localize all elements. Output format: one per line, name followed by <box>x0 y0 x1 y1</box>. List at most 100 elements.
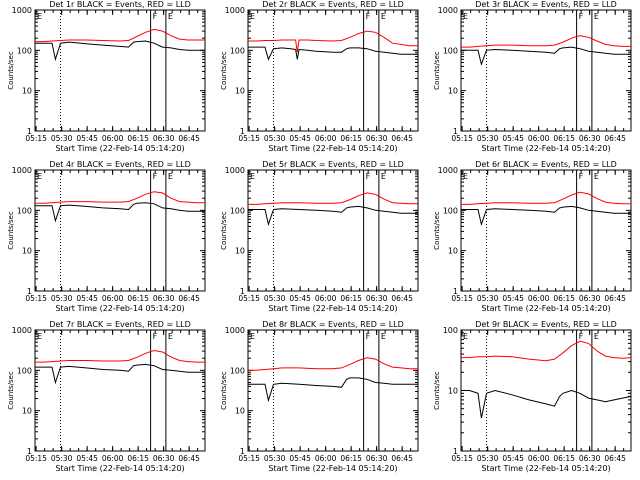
x-axis-label: Start Time (22-Feb-14 05:14:20) <box>55 144 184 153</box>
marker-label: E <box>594 172 599 181</box>
x-axis-label: Start Time (22-Feb-14 05:14:20) <box>268 304 397 313</box>
y-tick-label: 1000 <box>12 166 32 175</box>
panel-title: Det 7r BLACK = Events, RED = LLD <box>49 320 191 329</box>
plot-frame <box>460 169 632 292</box>
x-tick-label: 06:15 <box>340 294 362 303</box>
series-line-lld <box>248 30 418 53</box>
marker-label: F <box>366 332 371 341</box>
panel-title: Det 4r BLACK = Events, RED = LLD <box>49 160 191 169</box>
x-tick-label: 05:15 <box>451 134 473 143</box>
y-tick-label: 10 <box>235 87 245 96</box>
y-tick-label: 1000 <box>225 166 245 175</box>
marker-label: E <box>250 332 255 341</box>
x-tick-label: 05:15 <box>238 294 260 303</box>
series-line-events <box>461 205 631 227</box>
x-tick-label: 06:45 <box>178 294 200 303</box>
y-tick-label: 1000 <box>12 6 32 15</box>
detector-panel-4: Det 4r BLACK = Events, RED = LLD 1 10 100 10… <box>7 160 206 313</box>
series-line-lld <box>248 357 418 371</box>
x-tick-label: 05:30 <box>477 134 499 143</box>
y-tick-label: 10 <box>235 247 245 256</box>
x-tick-label: 05:30 <box>477 294 499 303</box>
marker-label: F <box>366 12 371 21</box>
detector-panel-8: Det 8r BLACK = Events, RED = LLD 1 10 100 10… <box>220 320 419 473</box>
x-tick-label: 06:30 <box>579 134 601 143</box>
y-tick-label: 1 <box>27 127 32 136</box>
x-tick-label: 05:15 <box>238 134 260 143</box>
y-axis-label: Counts/sec <box>433 371 441 410</box>
detector-panel-3: Det 3r BLACK = Events, RED = LLD 1 10 100 10… <box>433 0 632 153</box>
x-tick-label: 05:30 <box>264 454 286 463</box>
x-tick-label: 05:15 <box>25 454 47 463</box>
x-tick-label: 05:45 <box>502 294 524 303</box>
x-tick-label: 06:00 <box>102 294 124 303</box>
panel-title: Det 8r BLACK = Events, RED = LLD <box>262 320 404 329</box>
x-tick-label: 06:45 <box>391 294 413 303</box>
x-tick-label: 05:30 <box>477 454 499 463</box>
x-tick-label: 05:15 <box>25 294 47 303</box>
detector-panel-6: Det 6r BLACK = Events, RED = LLD 1 10 100 10… <box>433 160 632 313</box>
x-tick-label: 05:45 <box>76 454 98 463</box>
series-line-lld <box>35 28 205 43</box>
x-axis-label: Start Time (22-Feb-14 05:14:20) <box>481 304 610 313</box>
marker-label: F <box>366 172 371 181</box>
y-tick-label: 100 <box>230 206 245 215</box>
marker-label: E <box>250 12 255 21</box>
x-tick-label: 06:30 <box>153 134 175 143</box>
y-tick-label: 100 <box>17 46 32 55</box>
x-axis-label: Start Time (22-Feb-14 05:14:20) <box>481 144 610 153</box>
panel-title: Det 3r BLACK = Events, RED = LLD <box>475 0 617 9</box>
marker-label: E <box>168 332 173 341</box>
marker-label: F <box>579 12 584 21</box>
y-tick-label: 100 <box>230 366 245 375</box>
marker-label: E <box>381 12 386 21</box>
x-tick-label: 06:30 <box>153 294 175 303</box>
x-tick-label: 06:15 <box>127 134 149 143</box>
marker-label: E <box>37 172 42 181</box>
plot-frame <box>247 169 419 292</box>
panel-title: Det 5r BLACK = Events, RED = LLD <box>262 160 404 169</box>
y-tick-label: 1 <box>240 447 245 456</box>
x-tick-label: 06:00 <box>528 134 550 143</box>
x-tick-label: 05:45 <box>502 454 524 463</box>
marker-label: E <box>381 332 386 341</box>
detector-panel-5: Det 5r BLACK = Events, RED = LLD 1 10 100 10… <box>220 160 419 313</box>
x-tick-label: 06:00 <box>102 134 124 143</box>
x-tick-label: 06:00 <box>315 454 337 463</box>
y-tick-label: 1 <box>27 447 32 456</box>
y-tick-label: 10 <box>22 87 32 96</box>
series-line-events <box>248 205 418 227</box>
y-axis-label: Counts/sec <box>7 51 15 90</box>
marker-label: E <box>463 12 468 21</box>
x-tick-label: 06:45 <box>391 134 413 143</box>
x-tick-label: 05:30 <box>51 454 73 463</box>
x-tick-label: 06:15 <box>553 134 575 143</box>
marker-label: E <box>168 12 173 21</box>
x-tick-label: 06:30 <box>366 454 388 463</box>
x-axis-label: Start Time (22-Feb-14 05:14:20) <box>268 464 397 473</box>
x-axis-label: Start Time (22-Feb-14 05:14:20) <box>481 464 610 473</box>
y-tick-label: 10 <box>448 87 458 96</box>
x-tick-label: 06:45 <box>604 294 626 303</box>
x-tick-label: 06:15 <box>340 454 362 463</box>
x-tick-label: 05:45 <box>289 294 311 303</box>
series-line-lld <box>461 340 632 362</box>
marker-label: F <box>579 172 584 181</box>
plot-frame <box>34 329 206 452</box>
x-tick-label: 05:15 <box>451 454 473 463</box>
y-axis-label: Counts/sec <box>433 51 441 90</box>
x-tick-label: 06:45 <box>178 454 200 463</box>
x-tick-label: 06:15 <box>127 454 149 463</box>
y-tick-label: 100 <box>443 46 458 55</box>
x-tick-label: 06:45 <box>604 134 626 143</box>
plot-frame <box>247 9 419 132</box>
y-tick-label: 100 <box>443 206 458 215</box>
y-tick-label: 100 <box>443 326 458 335</box>
x-tick-label: 06:30 <box>579 454 601 463</box>
series-line-lld <box>248 192 418 205</box>
series-line-lld <box>35 349 205 363</box>
y-tick-label: 100 <box>230 46 245 55</box>
series-line-events <box>461 389 632 419</box>
marker-label: F <box>153 12 158 21</box>
x-axis-label: Start Time (22-Feb-14 05:14:20) <box>55 304 184 313</box>
